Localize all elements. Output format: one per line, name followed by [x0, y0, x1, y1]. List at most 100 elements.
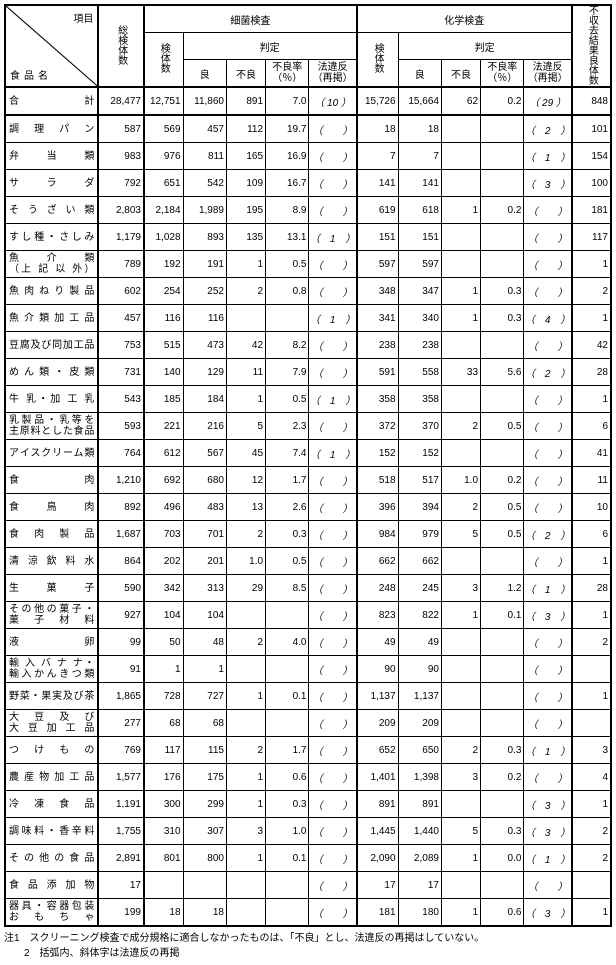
row-name: 調 理 パ ン: [5, 115, 98, 143]
cell-bb: 165: [226, 143, 265, 170]
cell-bb: 11: [226, 359, 265, 386]
cell-cr: 0.2: [481, 764, 524, 791]
cell-bl: （ ）: [309, 521, 357, 548]
table-row: 器具・容器包装お も ち ゃ1991818（ ）18118010.6（ 3 ）1: [5, 899, 611, 927]
cell-bl: （ 1 ）: [309, 305, 357, 332]
cell-br: 0.5: [266, 548, 309, 575]
cell-cr: 0.3: [481, 305, 524, 332]
cell-cl: （ 1 ）: [524, 737, 572, 764]
cell-br: 0.1: [266, 845, 309, 872]
table-row: すし種・さしみ1,1791,02889313513.1（ 1 ）151151（ …: [5, 224, 611, 251]
row-name: 牛 乳・加 工 乳: [5, 386, 98, 413]
cell-bl: （ ）: [309, 764, 357, 791]
cell-bb: 1: [226, 386, 265, 413]
cell-bb: 891: [226, 87, 265, 115]
notes: 注1 スクリーニング検査で成分規格に適合しなかったものは、「不良」とし、法違反の…: [4, 931, 612, 961]
cell-bl: （ ）: [309, 791, 357, 818]
cell-cn: 591: [357, 359, 398, 386]
cell-cb: 1: [441, 899, 480, 927]
cell-bb: [226, 305, 265, 332]
cell-cb: 3: [441, 764, 480, 791]
cell-cl: （ 1 ）: [524, 143, 572, 170]
chem-n: 検体数: [357, 33, 398, 88]
cell-br: 2.3: [266, 413, 309, 440]
cell-cn: 891: [357, 791, 398, 818]
cell-u: 154: [572, 143, 611, 170]
cell-bl: （ ）: [309, 899, 357, 927]
cell-cb: 62: [441, 87, 480, 115]
cell-u: 6: [572, 413, 611, 440]
cell-cr: [481, 332, 524, 359]
cell-cr: [481, 251, 524, 278]
table-row: 清 涼 飲 料 水8642022011.00.5（ ）662662（ ）1: [5, 548, 611, 575]
row-name: そ う ざ い 類: [5, 197, 98, 224]
cell-br: 7.9: [266, 359, 309, 386]
row-name: 大 豆 及 び大 豆 加 工 品: [5, 710, 98, 737]
cell-bl: （ ）: [309, 359, 357, 386]
cell-bl: （ ）: [309, 818, 357, 845]
cell-cn: 152: [357, 440, 398, 467]
cell-bl: （ ）: [309, 575, 357, 602]
cell-u: 11: [572, 467, 611, 494]
cell-total: 1,191: [98, 791, 144, 818]
cell-cn: 7: [357, 143, 398, 170]
table-row: その他の菓子・菓 子 材 料927104104（ ）82382210.1（ 3 …: [5, 602, 611, 629]
cell-bn: 1,028: [144, 224, 183, 251]
cell-bb: [226, 656, 265, 683]
cell-br: 0.5: [266, 251, 309, 278]
cell-br: [266, 305, 309, 332]
cell-cn: 18: [357, 115, 398, 143]
cell-bn: 569: [144, 115, 183, 143]
chem-bad: 不良: [441, 60, 480, 88]
cell-cl: （ 1 ）: [524, 575, 572, 602]
cell-bn: 254: [144, 278, 183, 305]
cell-bn: 515: [144, 332, 183, 359]
cell-bg: 1: [183, 656, 226, 683]
cell-cr: 0.3: [481, 818, 524, 845]
table-row: 魚肉ねり製品60225425220.8（ ）34834710.3（ ）2: [5, 278, 611, 305]
table-row: 液 卵99504824.0（ ）4949（ ）2: [5, 629, 611, 656]
cell-bg: 129: [183, 359, 226, 386]
cell-cg: 1,137: [398, 683, 441, 710]
row-name: 食 品 添 加 物: [5, 872, 98, 899]
cell-bl: （ ）: [309, 467, 357, 494]
cell-bn: 202: [144, 548, 183, 575]
cell-bg: 811: [183, 143, 226, 170]
cell-u: 28: [572, 575, 611, 602]
cell-cn: 151: [357, 224, 398, 251]
row-name: 魚肉ねり製品: [5, 278, 98, 305]
cell-bn: [144, 872, 183, 899]
cell-cn: 341: [357, 305, 398, 332]
cell-bn: 651: [144, 170, 183, 197]
cell-cg: 1,440: [398, 818, 441, 845]
table-row: 魚 介 類 加 工 品457116116（ 1 ）34134010.3（ 4 ）…: [5, 305, 611, 332]
cell-total: 590: [98, 575, 144, 602]
cell-cg: 151: [398, 224, 441, 251]
cell-cb: [441, 224, 480, 251]
cell-u: [572, 656, 611, 683]
table-row: 合 計28,47712,75111,8608917.0（ 10 ）15,7261…: [5, 87, 611, 115]
cell-cr: [481, 629, 524, 656]
cell-cg: 650: [398, 737, 441, 764]
cell-cr: 0.3: [481, 737, 524, 764]
cell-u: 28: [572, 359, 611, 386]
cell-bn: 300: [144, 791, 183, 818]
cell-total: 99: [98, 629, 144, 656]
cell-bb: [226, 602, 265, 629]
cell-u: 41: [572, 440, 611, 467]
cell-cg: 597: [398, 251, 441, 278]
cell-bb: 29: [226, 575, 265, 602]
cell-total: 769: [98, 737, 144, 764]
cell-cb: [441, 548, 480, 575]
cell-bg: 104: [183, 602, 226, 629]
cell-bl: （ ）: [309, 683, 357, 710]
chem-rate: 不良率（％）: [481, 60, 524, 88]
cell-bl: （ ）: [309, 278, 357, 305]
cell-cr: 0.3: [481, 278, 524, 305]
cell-cb: [441, 656, 480, 683]
cell-cb: 1: [441, 197, 480, 224]
cell-br: 0.8: [266, 278, 309, 305]
cell-cn: 662: [357, 548, 398, 575]
cell-bb: 1: [226, 791, 265, 818]
table-row: 野菜・果実及び茶1,86572872710.1（ ）1,1371,137（ ）1: [5, 683, 611, 710]
